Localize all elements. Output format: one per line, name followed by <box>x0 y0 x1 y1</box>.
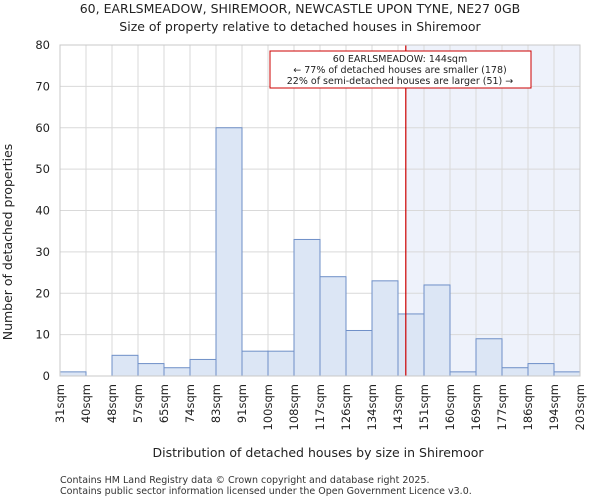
x-tick-169sqm: 169sqm <box>469 384 483 430</box>
bar-134sqm <box>371 280 399 377</box>
x-tick-74sqm: 74sqm <box>183 384 197 423</box>
x-tick-57sqm: 57sqm <box>131 384 145 423</box>
bar-48sqm <box>111 354 139 377</box>
x-tick-151sqm: 151sqm <box>417 384 431 430</box>
x-tick-160sqm: 160sqm <box>443 384 457 430</box>
y-tick-labels: 0 10 20 30 40 50 60 70 80 <box>35 38 50 383</box>
bar-194sqm <box>553 371 581 377</box>
x-tick-177sqm: 177sqm <box>495 384 509 430</box>
bar-169sqm <box>475 338 503 377</box>
plot-frame <box>59 44 581 377</box>
x-tick-194sqm: 194sqm <box>547 384 561 430</box>
bar-100sqm <box>267 350 295 377</box>
annotation-line-3: 22% of semi-detached houses are larger (… <box>287 76 514 87</box>
bar-177sqm <box>501 367 529 377</box>
x-tick-186sqm: 186sqm <box>521 384 535 430</box>
x-tick-134sqm: 134sqm <box>365 384 379 430</box>
bar-160sqm <box>449 371 477 377</box>
annotation-line-1: 60 EARLSMEADOW: 144sqm <box>333 54 467 65</box>
x-tick-65sqm: 65sqm <box>157 384 171 423</box>
y-tick-20: 20 <box>35 286 50 300</box>
y-tick-70: 70 <box>35 79 50 93</box>
annotation-box <box>269 50 532 89</box>
x-tick-117sqm: 117sqm <box>313 384 327 430</box>
x-tick-40sqm: 40sqm <box>79 384 93 423</box>
x-tick-108sqm: 108sqm <box>287 384 301 430</box>
x-tick-100sqm: 100sqm <box>261 384 275 430</box>
bar-186sqm <box>527 363 555 377</box>
annotation-line-2: ← 77% of detached houses are smaller (17… <box>293 65 506 76</box>
axes <box>59 44 581 377</box>
x-tick-203sqm: 203sqm <box>573 384 587 430</box>
bar-57sqm <box>137 363 165 377</box>
x-tick-91sqm: 91sqm <box>235 384 249 423</box>
bar-108sqm <box>293 238 321 377</box>
x-tick-83sqm: 83sqm <box>209 384 223 423</box>
y-tick-40: 40 <box>35 204 50 218</box>
bar-117sqm <box>319 276 347 377</box>
y-axis-label: Number of detached properties <box>0 144 15 341</box>
bar-83sqm <box>215 127 243 377</box>
y-tick-60: 60 <box>35 121 50 135</box>
x-tick-143sqm: 143sqm <box>391 384 405 430</box>
footer-line-1: Contains HM Land Registry data © Crown c… <box>60 475 430 486</box>
bar-74sqm <box>189 358 217 377</box>
bar-143sqm <box>397 313 425 377</box>
footer-line-2: Contains public sector information licen… <box>60 486 472 497</box>
chart-title: 60, EARLSMEADOW, SHIREMOOR, NEWCASTLE UP… <box>80 1 521 16</box>
x-tick-126sqm: 126sqm <box>339 384 353 430</box>
bar-65sqm <box>163 367 191 377</box>
y-tick-30: 30 <box>35 245 50 259</box>
property-annotation: 60 EARLSMEADOW: 144sqm ← 77% of detached… <box>269 50 532 89</box>
y-tick-10: 10 <box>35 328 50 342</box>
y-tick-50: 50 <box>35 162 50 176</box>
x-tick-31sqm: 31sqm <box>53 384 67 423</box>
bar-31sqm <box>59 371 87 377</box>
chart-subtitle: Size of property relative to detached ho… <box>119 19 481 34</box>
x-tick-labels: 31sqm 40sqm 48sqm 57sqm 65sqm 74sqm 83sqm 91sqm… <box>53 384 587 430</box>
y-tick-0: 0 <box>43 369 50 383</box>
y-tick-80: 80 <box>35 38 50 52</box>
x-tick-48sqm: 48sqm <box>105 384 119 423</box>
x-axis-label: Distribution of detached houses by size … <box>152 445 484 460</box>
bar-91sqm <box>241 350 269 377</box>
bar-126sqm <box>345 329 373 377</box>
bar-151sqm <box>423 284 451 377</box>
bars <box>59 127 581 377</box>
